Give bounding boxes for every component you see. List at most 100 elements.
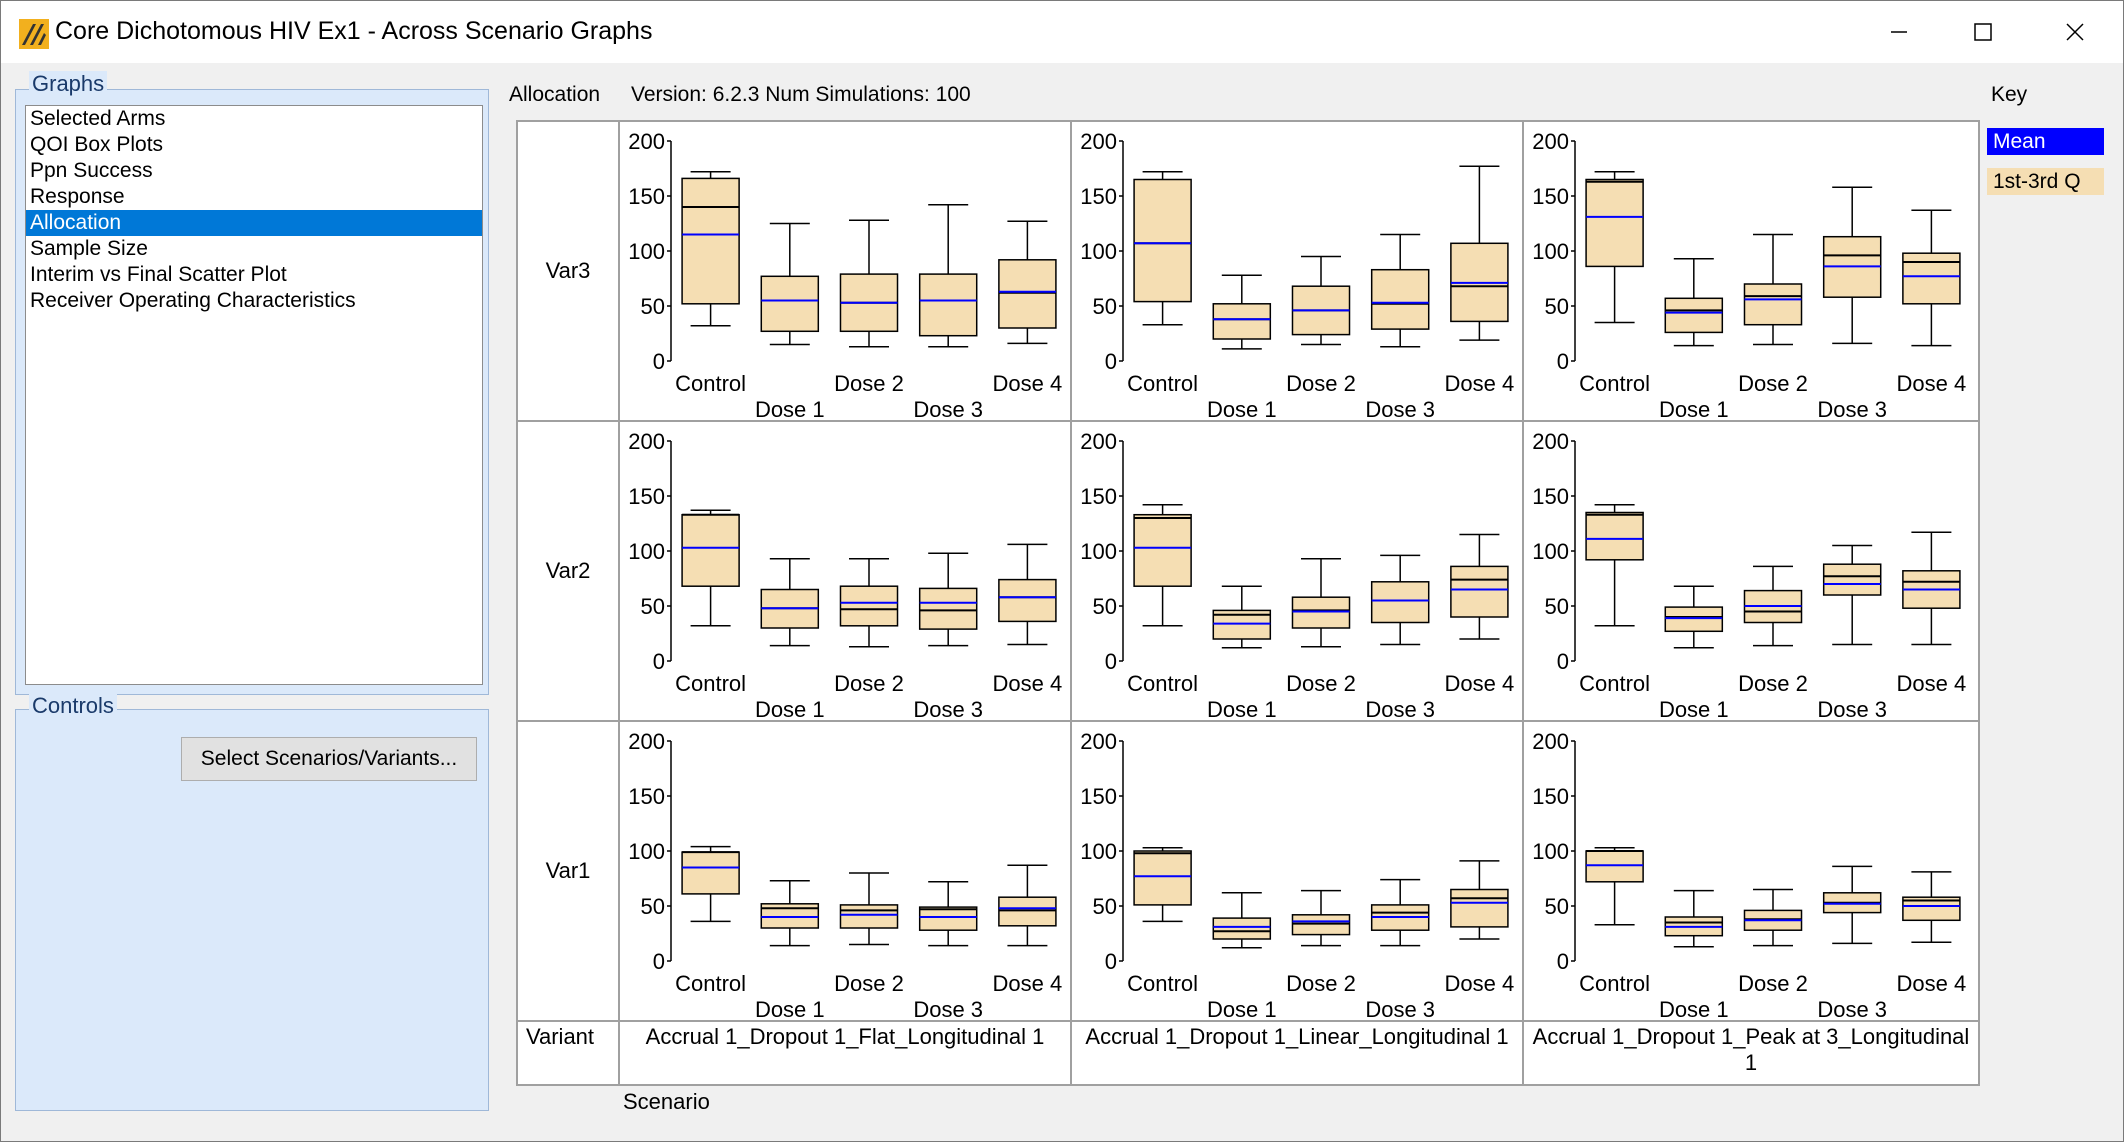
y-tick-label: 100 bbox=[1532, 539, 1569, 564]
x-category-label: Dose 1 bbox=[755, 697, 825, 722]
graphs-group-label: Graphs bbox=[29, 71, 108, 97]
x-category-label: Dose 3 bbox=[1365, 697, 1435, 722]
scenario-label-continued: 1 bbox=[1745, 1050, 1757, 1075]
minimize-button[interactable] bbox=[1867, 9, 1931, 55]
box-iqr bbox=[1664, 606, 1724, 633]
y-tick-label: 0 bbox=[1557, 349, 1569, 374]
y-tick-label: 200 bbox=[1532, 129, 1569, 154]
graph-list-item[interactable]: Ppn Success bbox=[30, 159, 153, 182]
y-tick-label: 100 bbox=[628, 239, 665, 264]
x-category-label: Dose 2 bbox=[1738, 971, 1808, 996]
x-category-label: Control bbox=[675, 971, 746, 996]
box-iqr bbox=[681, 513, 740, 587]
y-tick-label: 50 bbox=[1093, 894, 1117, 919]
x-category-label: Dose 4 bbox=[1445, 671, 1515, 696]
graph-list-item[interactable]: Selected Arms bbox=[30, 107, 166, 130]
x-category-label: Control bbox=[1127, 671, 1198, 696]
box-iqr bbox=[918, 906, 978, 931]
box-iqr bbox=[1585, 511, 1644, 561]
y-tick-label: 50 bbox=[1545, 594, 1569, 619]
box-iqr bbox=[839, 585, 899, 627]
x-category-label: Dose 2 bbox=[1286, 971, 1356, 996]
y-tick-label: 150 bbox=[1532, 184, 1569, 209]
close-button[interactable] bbox=[2043, 9, 2107, 55]
y-tick-label: 200 bbox=[1080, 429, 1117, 454]
x-category-label: Control bbox=[1579, 971, 1650, 996]
x-category-label: Dose 3 bbox=[1365, 997, 1435, 1022]
x-category-label: Dose 2 bbox=[834, 371, 904, 396]
key-mean-swatch: Mean bbox=[1987, 128, 2104, 155]
x-category-label: Dose 3 bbox=[913, 997, 983, 1022]
y-tick-label: 50 bbox=[1093, 594, 1117, 619]
scenario-label: Accrual 1_Dropout 1_Peak at 3_Longitudin… bbox=[1533, 1024, 1970, 1049]
variant-label: Var1 bbox=[546, 858, 591, 883]
box-iqr bbox=[918, 587, 978, 630]
graph-list-item[interactable]: Allocation bbox=[26, 210, 482, 236]
variant-label: Var2 bbox=[546, 558, 591, 583]
maximize-button[interactable] bbox=[1951, 9, 2015, 55]
box-iqr bbox=[1902, 252, 1961, 305]
y-tick-label: 50 bbox=[1545, 894, 1569, 919]
y-tick-label: 0 bbox=[1557, 949, 1569, 974]
box-iqr bbox=[1585, 850, 1644, 883]
box-iqr bbox=[1664, 297, 1724, 334]
box-iqr bbox=[1370, 268, 1430, 330]
version-label: Version: 6.2.3 Num Simulations: 100 bbox=[631, 83, 971, 106]
variant-label: Var3 bbox=[546, 258, 591, 283]
y-tick-label: 0 bbox=[1105, 649, 1117, 674]
x-category-label: Dose 1 bbox=[1207, 397, 1277, 422]
box-iqr bbox=[1212, 917, 1272, 940]
box-iqr bbox=[1212, 303, 1272, 340]
box-iqr bbox=[1370, 581, 1430, 624]
x-category-label: Control bbox=[1127, 971, 1198, 996]
window-title: Core Dichotomous HIV Ex1 - Across Scenar… bbox=[55, 17, 653, 45]
box-iqr bbox=[1585, 178, 1644, 268]
maximize-icon bbox=[1974, 23, 1992, 41]
graphs-listbox[interactable]: Selected Arms QOI Box Plots Ppn Success Res… bbox=[25, 105, 483, 685]
y-tick-label: 200 bbox=[628, 729, 665, 754]
graph-name-label: Allocation bbox=[509, 83, 601, 106]
key-quartile-swatch: 1st-3rd Q bbox=[1987, 168, 2104, 195]
graph-list-item[interactable]: Interim vs Final Scatter Plot bbox=[30, 263, 287, 286]
scenario-label: Accrual 1_Dropout 1_Flat_Longitudinal 1 bbox=[646, 1024, 1045, 1049]
y-tick-label: 0 bbox=[653, 649, 665, 674]
box-iqr bbox=[681, 851, 740, 895]
box-iqr bbox=[1133, 850, 1192, 906]
y-tick-label: 200 bbox=[628, 129, 665, 154]
key-label: Key bbox=[1991, 83, 2028, 106]
y-tick-label: 50 bbox=[1093, 294, 1117, 319]
title-bar[interactable]: Core Dichotomous HIV Ex1 - Across Scenar… bbox=[1, 1, 2123, 63]
y-tick-label: 200 bbox=[1532, 429, 1569, 454]
graph-list-item[interactable]: Receiver Operating Characteristics bbox=[30, 289, 356, 312]
x-category-label: Dose 4 bbox=[1897, 671, 1967, 696]
x-category-label: Dose 1 bbox=[1659, 697, 1729, 722]
x-category-label: Dose 3 bbox=[1365, 397, 1435, 422]
x-category-label: Control bbox=[675, 671, 746, 696]
y-tick-label: 200 bbox=[1080, 729, 1117, 754]
scenario-label: Accrual 1_Dropout 1_Linear_Longitudinal … bbox=[1085, 1024, 1508, 1049]
graph-list-item[interactable]: Sample Size bbox=[30, 237, 148, 260]
close-icon bbox=[2066, 23, 2084, 41]
x-category-label: Dose 3 bbox=[913, 697, 983, 722]
graph-list-item[interactable]: QOI Box Plots bbox=[30, 133, 164, 156]
box-iqr bbox=[1291, 914, 1351, 936]
box-iqr bbox=[1743, 283, 1803, 326]
x-category-label: Dose 4 bbox=[993, 671, 1063, 696]
y-tick-label: 50 bbox=[1545, 294, 1569, 319]
graph-list-item[interactable]: Response bbox=[30, 185, 125, 208]
select-scenarios-button[interactable]: Select Scenarios/Variants... bbox=[181, 737, 477, 781]
x-category-label: Dose 1 bbox=[755, 997, 825, 1022]
x-category-label: Control bbox=[675, 371, 746, 396]
y-tick-label: 50 bbox=[641, 294, 665, 319]
y-tick-label: 150 bbox=[1532, 784, 1569, 809]
y-tick-label: 0 bbox=[653, 349, 665, 374]
x-category-label: Control bbox=[1579, 671, 1650, 696]
box-iqr bbox=[998, 259, 1057, 329]
y-tick-label: 0 bbox=[1105, 949, 1117, 974]
box-iqr bbox=[1902, 896, 1961, 922]
minimize-icon bbox=[1891, 31, 1907, 33]
y-tick-label: 150 bbox=[628, 484, 665, 509]
x-category-label: Dose 1 bbox=[1207, 997, 1277, 1022]
box-iqr bbox=[1450, 888, 1509, 928]
y-tick-label: 150 bbox=[1080, 784, 1117, 809]
